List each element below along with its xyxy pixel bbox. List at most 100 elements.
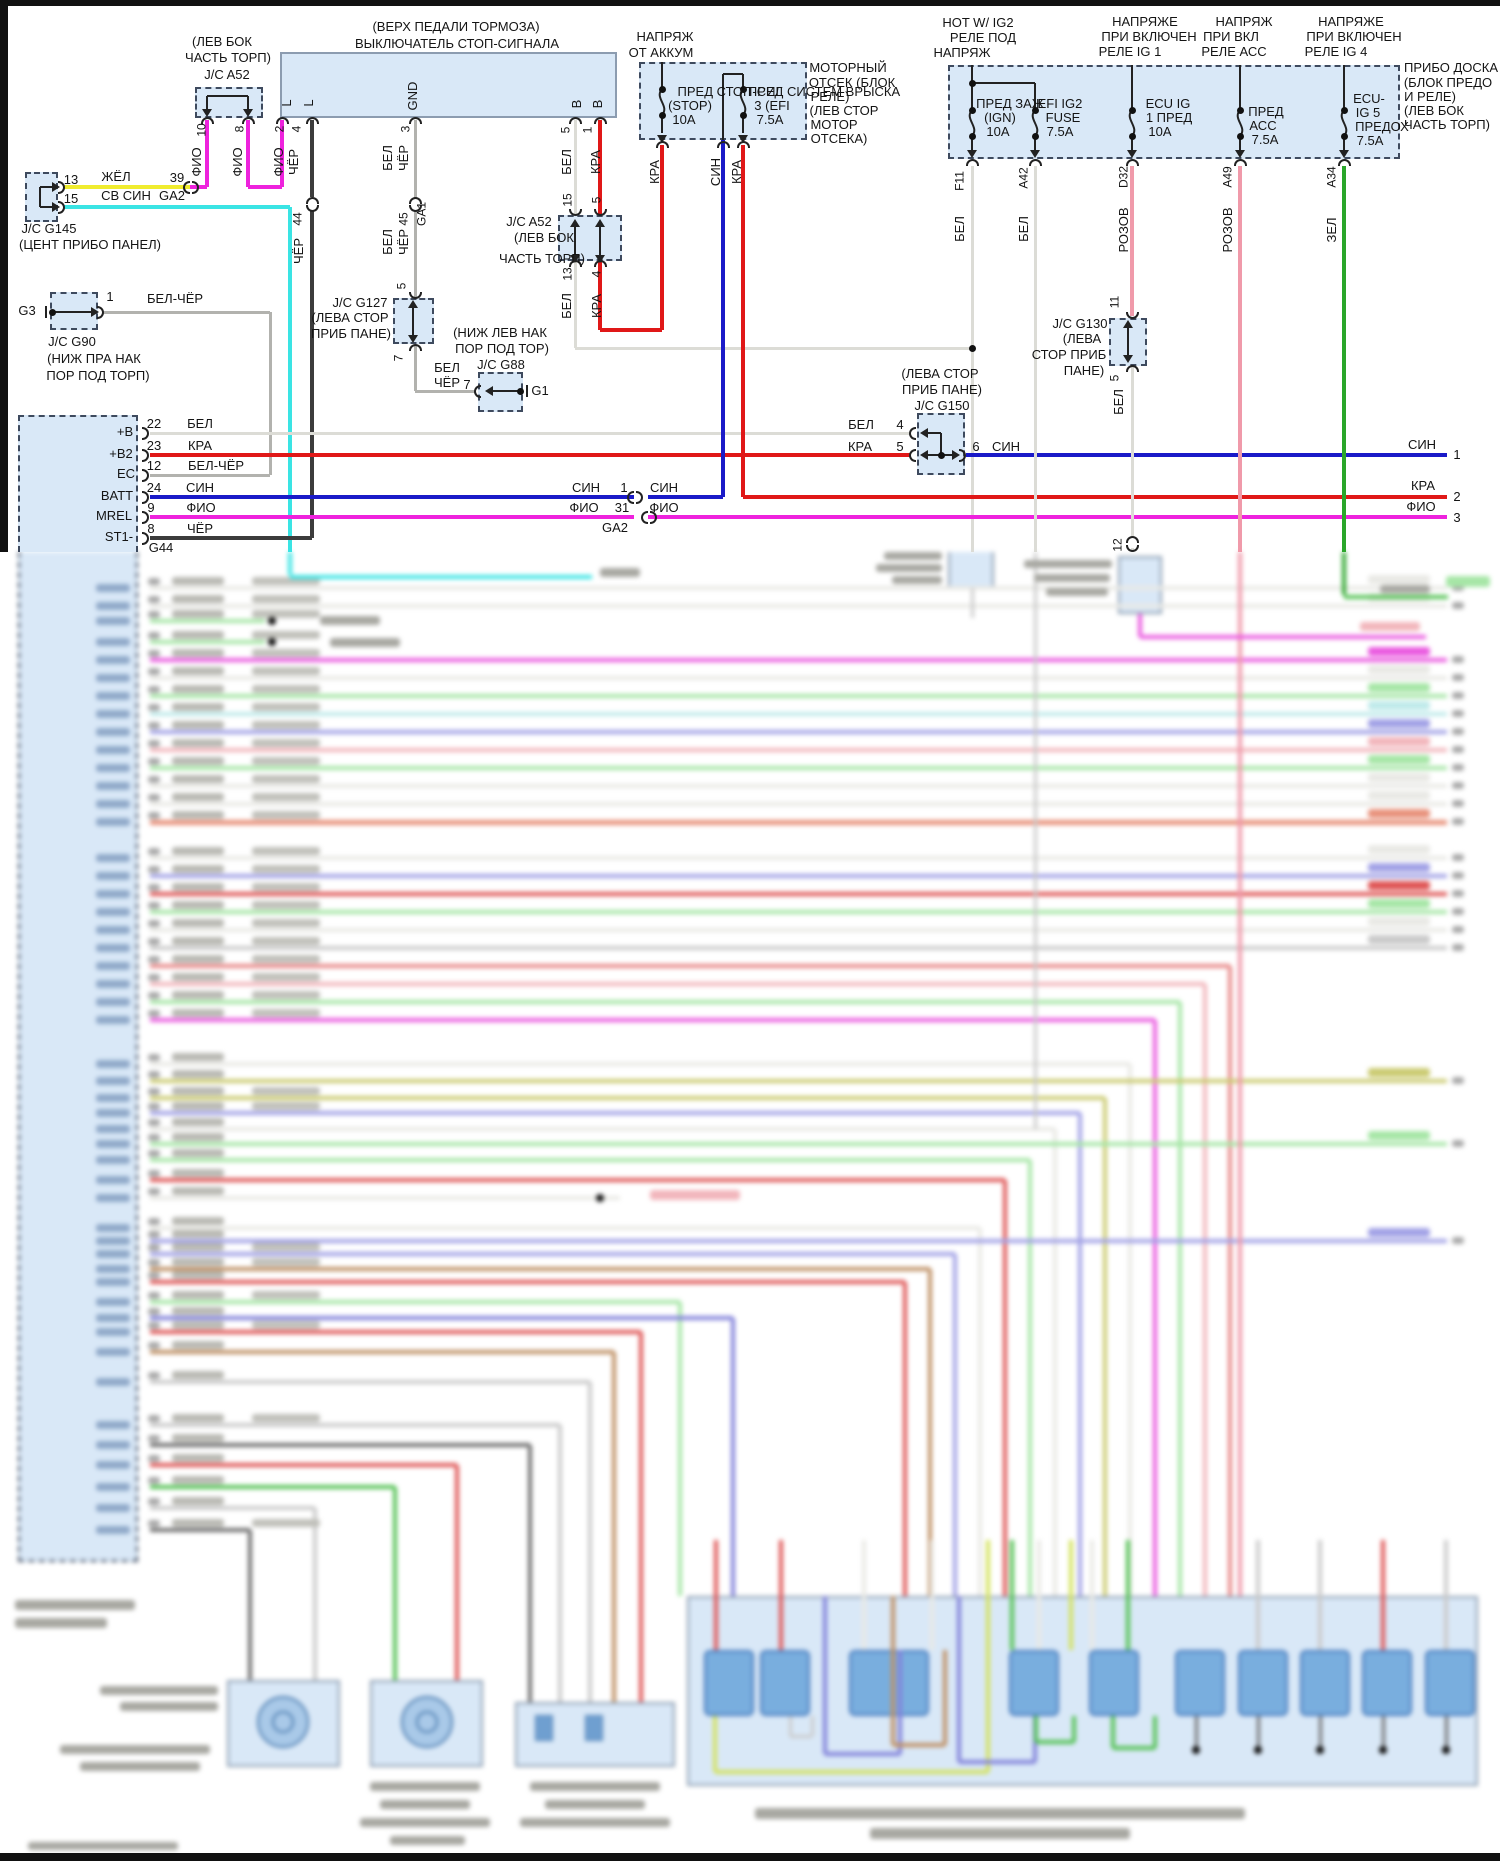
blurred-wire xyxy=(150,1096,1105,1100)
illegible-text-blob xyxy=(320,616,380,625)
right-pin-blob xyxy=(1452,692,1464,699)
ecu-box-top xyxy=(18,415,138,552)
pin-label-blob xyxy=(96,1156,130,1164)
connector-arc-icon xyxy=(408,116,422,124)
label: ECU IG xyxy=(1145,96,1191,112)
label: 5 xyxy=(589,196,604,204)
blurred-wire xyxy=(150,819,1447,825)
blurred-wire xyxy=(588,1382,592,1702)
arrowhead-icon xyxy=(920,450,928,460)
blurred-wire xyxy=(1037,1540,1041,1650)
pin-label-blob xyxy=(96,728,130,736)
right-label-blob xyxy=(1368,575,1430,584)
color-name-blob xyxy=(172,1118,224,1126)
color-name-blob xyxy=(172,1230,224,1238)
label: СИН xyxy=(649,480,679,496)
pin-number-blob xyxy=(148,650,160,657)
wire-fio xyxy=(205,120,209,187)
wire-bel xyxy=(575,346,972,350)
blurred-wire xyxy=(150,856,1447,860)
diagram-line xyxy=(40,206,53,208)
pin-number-blob xyxy=(148,1170,160,1177)
right-pin-blob xyxy=(1452,602,1464,609)
connector-arc-icon xyxy=(241,116,255,124)
pin-number-blob xyxy=(148,1244,160,1251)
pin-number-blob xyxy=(148,794,160,801)
label: 11 xyxy=(1107,295,1122,309)
label: ФИО xyxy=(271,147,287,177)
label: КРА xyxy=(729,159,745,185)
pin-label-blob xyxy=(96,1194,130,1202)
label: БЕЛ xyxy=(380,145,396,171)
label: 1 xyxy=(620,480,628,496)
wire-belcher xyxy=(150,473,270,477)
wire-fio xyxy=(190,185,207,189)
blurred-wire xyxy=(150,1158,1030,1162)
motor-symbol xyxy=(416,1711,438,1733)
relay-slot xyxy=(1425,1650,1475,1716)
label: НАПРЯЖ xyxy=(1215,14,1273,30)
pin-label-blob xyxy=(96,746,130,754)
relay-slot xyxy=(704,1650,754,1716)
label: ЧЁР xyxy=(291,237,307,265)
pin-label-blob xyxy=(96,1060,130,1068)
label: ПРЕДОХ xyxy=(1355,119,1409,135)
label: БЕЛ xyxy=(187,416,213,432)
relay-slot xyxy=(849,1650,929,1716)
color-name-blob xyxy=(172,775,224,783)
label: ПОР ПОД ТОРП) xyxy=(46,368,150,384)
wire-kra xyxy=(598,120,602,214)
pin-label-blob xyxy=(96,1109,130,1117)
arrowhead-icon xyxy=(738,135,748,143)
label: J/C G150 xyxy=(914,398,970,414)
color-name-blob xyxy=(172,1291,224,1299)
pin-label-blob xyxy=(96,1461,130,1469)
color-name-blob xyxy=(172,1087,224,1095)
label: КРА xyxy=(588,149,604,175)
junction-dot xyxy=(48,308,56,316)
color-name-blob xyxy=(172,865,224,873)
arrowhead-icon xyxy=(595,219,605,227)
label: J/C G88 xyxy=(477,357,525,373)
label: L xyxy=(301,99,317,107)
blurred-wire xyxy=(150,619,265,623)
label: 2 xyxy=(272,125,287,133)
blurred-wire xyxy=(1103,1098,1107,1596)
blurred-wire xyxy=(150,1196,620,1200)
pin-label-blob xyxy=(96,1237,130,1245)
color-name-blob xyxy=(172,595,224,603)
label: 4 xyxy=(589,270,604,278)
diagram-line xyxy=(412,305,414,336)
blurred-wire xyxy=(943,1650,947,1745)
label: БЕЛ xyxy=(559,293,575,319)
color-name-blob xyxy=(252,610,320,618)
right-pin-blob xyxy=(1452,1077,1464,1084)
color-name-blob xyxy=(172,1434,224,1442)
relay-slot xyxy=(1238,1650,1288,1716)
junction-dot xyxy=(1236,132,1244,140)
blurred-wire xyxy=(150,1316,733,1320)
blurred-wire xyxy=(150,586,1447,590)
junction-dot xyxy=(516,387,524,395)
color-name-blob xyxy=(252,685,320,693)
connector-arc-icon xyxy=(908,426,916,440)
wire-sin xyxy=(721,140,725,497)
right-label-blob xyxy=(1368,935,1430,944)
arrowhead-icon xyxy=(967,150,977,158)
blurred-wire xyxy=(528,1445,532,1702)
color-name-blob xyxy=(252,577,320,585)
label: GND xyxy=(405,81,421,111)
diagram-line xyxy=(661,62,663,88)
color-name-blob xyxy=(172,1258,224,1266)
label: 1 ПРЕД xyxy=(1145,110,1193,126)
label: 7.5А xyxy=(756,112,784,128)
right-pin-blob xyxy=(1452,1140,1464,1147)
color-name-blob xyxy=(172,883,224,891)
illegible-text-blob xyxy=(15,1600,135,1610)
diagram-line xyxy=(206,96,208,110)
connector-arc-icon xyxy=(275,116,289,124)
blurred-wire xyxy=(150,874,1447,878)
color-name-blob xyxy=(252,1102,320,1110)
junction-dot xyxy=(1031,106,1039,114)
connector-arc-icon xyxy=(1125,364,1139,372)
